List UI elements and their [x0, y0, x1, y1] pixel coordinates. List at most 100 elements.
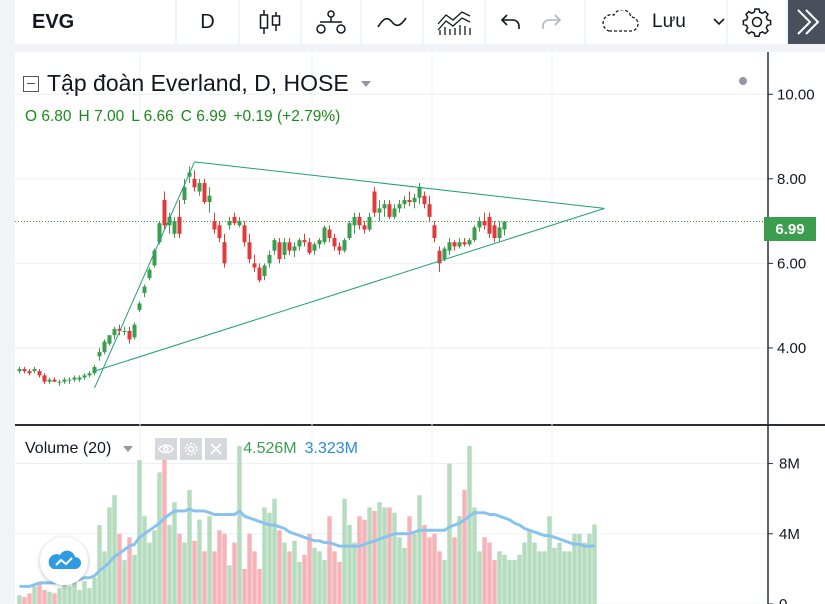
save-button[interactable]: Lưu — [586, 0, 726, 44]
candle — [502, 221, 507, 236]
volume-ma-value: 3.323M — [304, 440, 359, 457]
volume-bar — [192, 540, 197, 604]
chart-type-button[interactable] — [240, 0, 300, 44]
candle-body — [347, 223, 352, 238]
collapse-icon[interactable] — [23, 75, 39, 92]
candle-body — [117, 328, 122, 331]
trendline[interactable] — [194, 161, 605, 209]
candle-body — [127, 331, 132, 340]
candle-body — [402, 199, 407, 205]
volume-bar — [72, 579, 77, 604]
candle-body — [337, 246, 342, 251]
candle-body — [457, 242, 462, 247]
high-label: H — [78, 108, 90, 125]
trendline[interactable] — [94, 207, 605, 372]
fx-button[interactable] — [424, 0, 484, 44]
indicators-button[interactable] — [302, 0, 360, 44]
volume-bar — [82, 581, 87, 604]
volume-bar — [327, 516, 332, 604]
gear-icon[interactable] — [180, 438, 203, 460]
close-value: 6.99 — [196, 108, 227, 125]
candle-body — [382, 204, 387, 209]
volume-bar — [337, 561, 342, 604]
last-price-tag: 6.99 — [764, 217, 816, 241]
open-value: 6.80 — [41, 108, 72, 125]
candle — [382, 199, 387, 217]
candle — [212, 212, 217, 234]
volume-bar — [547, 516, 552, 604]
chevron-down-icon[interactable] — [712, 17, 726, 27]
volume-bar — [117, 533, 122, 604]
volume-bar — [507, 560, 512, 604]
timeframe-button[interactable]: D — [177, 0, 238, 44]
candle-body — [72, 377, 77, 380]
close-icon[interactable] — [205, 438, 228, 460]
candle — [372, 187, 377, 217]
candle — [267, 250, 272, 268]
volume-bar — [167, 525, 172, 604]
candle — [217, 221, 222, 243]
fullscreen-button[interactable] — [788, 0, 825, 44]
volume-bar — [342, 498, 347, 604]
candle — [187, 166, 192, 184]
candle-body — [242, 225, 247, 243]
candle — [307, 238, 312, 255]
candle-body — [332, 238, 337, 247]
volume-bar — [112, 495, 117, 604]
volume-bar — [232, 542, 237, 604]
volume-bar — [37, 582, 42, 604]
candle — [322, 225, 327, 245]
candle — [492, 221, 497, 243]
candle — [82, 373, 87, 380]
candle — [242, 221, 247, 247]
candle-body — [147, 269, 152, 279]
candle — [287, 238, 292, 255]
candle — [392, 204, 397, 219]
volume-bar — [67, 586, 72, 604]
indicators-icon — [316, 10, 346, 34]
volume-title[interactable]: Volume (20) — [25, 440, 112, 457]
eye-icon[interactable] — [155, 438, 178, 460]
candle — [177, 199, 182, 238]
volume-bar — [502, 554, 507, 604]
volume-bar — [242, 568, 247, 604]
volume-bar — [297, 561, 302, 604]
candle-body — [327, 229, 332, 238]
settings-button[interactable] — [728, 0, 786, 44]
candle-body — [37, 371, 42, 376]
volume-bar — [472, 507, 477, 604]
candle-body — [277, 242, 282, 260]
volume-bar — [352, 542, 357, 604]
redo-icon[interactable] — [540, 13, 562, 31]
candle — [272, 238, 277, 255]
caret-down-icon[interactable] — [360, 80, 371, 87]
volume-bar — [477, 551, 482, 604]
candle — [252, 254, 257, 272]
candle — [127, 326, 132, 344]
volume-bar — [457, 516, 462, 604]
chart-canvas[interactable]: 10.00 8.00 6.00 4.00 8M 4M 0 — [15, 52, 825, 604]
candle — [447, 238, 452, 255]
volume-bar — [142, 516, 147, 604]
volume-bar — [302, 554, 307, 604]
compare-button[interactable] — [362, 0, 422, 44]
undo-icon[interactable] — [500, 13, 522, 31]
caret-down-icon[interactable] — [123, 446, 134, 452]
candle — [337, 242, 342, 255]
tradingview-logo[interactable] — [40, 537, 88, 585]
candle-body — [217, 225, 222, 238]
series-title[interactable]: Tập đoàn Everland, D, HOSE — [47, 70, 349, 96]
candle-body — [52, 379, 57, 382]
trendline[interactable] — [94, 161, 195, 389]
volume-axis-label: 4M — [779, 526, 800, 543]
candle-body — [442, 248, 447, 260]
symbol-search-button[interactable]: EVG — [15, 0, 175, 44]
volume-bar — [107, 507, 112, 604]
close-label: C — [180, 108, 192, 125]
candle — [112, 326, 117, 340]
candle-body — [92, 366, 97, 374]
candle-body — [157, 223, 162, 243]
volume-bar — [487, 542, 492, 604]
candle-body — [357, 216, 362, 226]
volume-bar — [92, 577, 97, 604]
